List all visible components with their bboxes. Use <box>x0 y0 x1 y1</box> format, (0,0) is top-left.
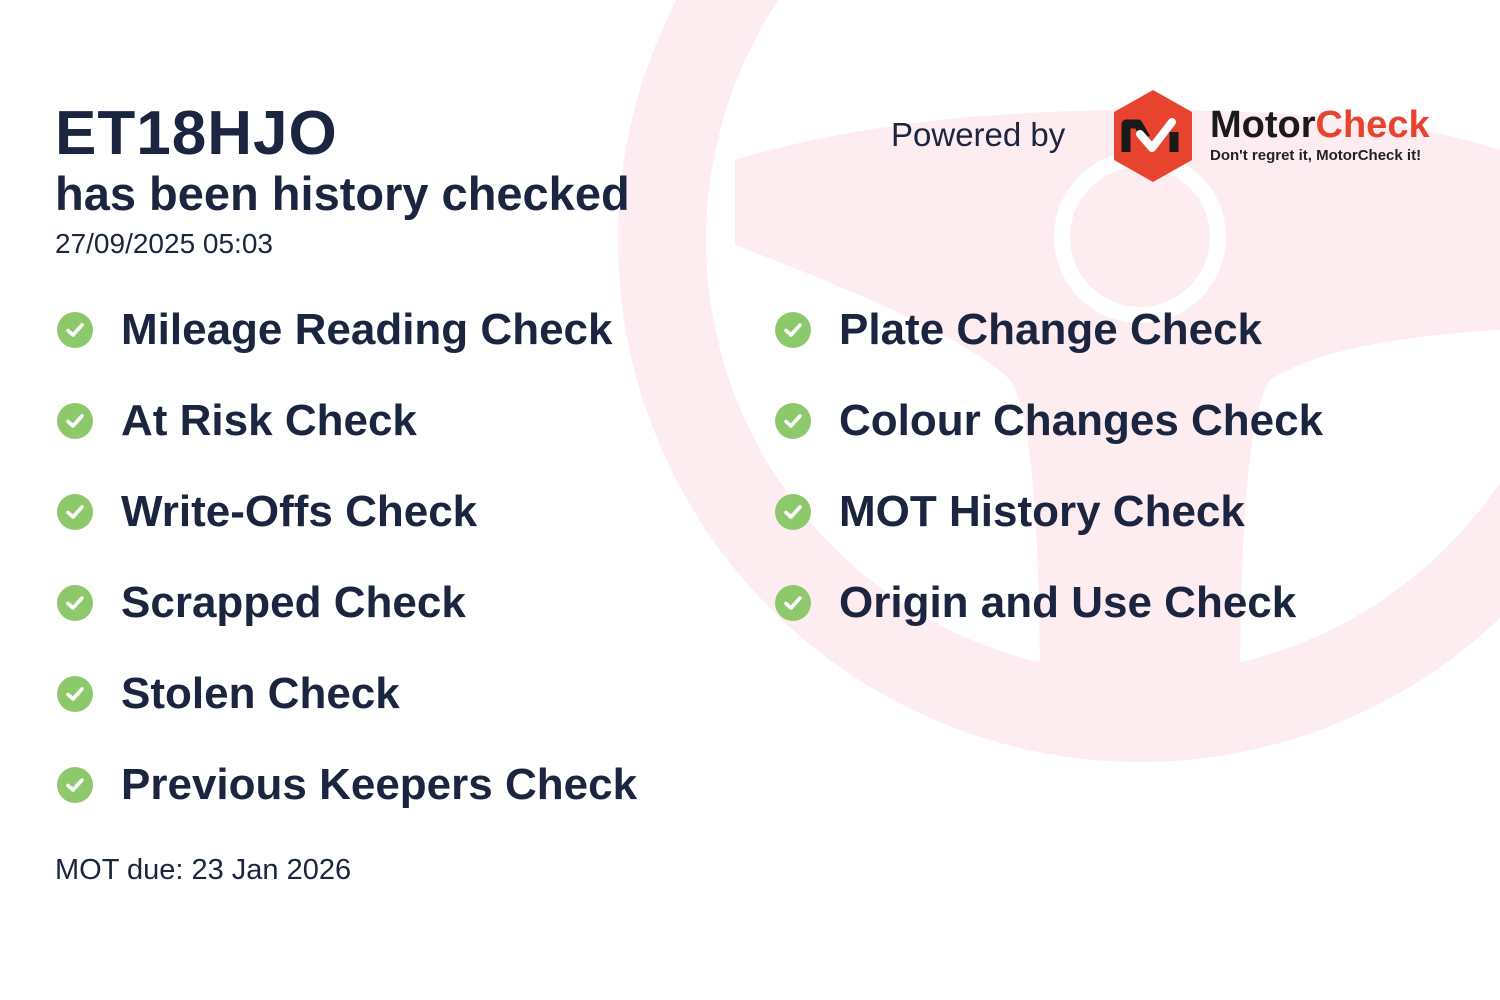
check-circle-icon <box>57 767 93 803</box>
brand-name: MotorCheck <box>1210 104 1430 147</box>
brand-check: Check <box>1315 104 1430 146</box>
check-circle-icon <box>775 312 811 348</box>
check-datetime: 27/09/2025 05:03 <box>55 228 273 259</box>
check-item: Stolen Check <box>57 664 400 724</box>
check-item: At Risk Check <box>57 391 417 451</box>
check-label: Colour Changes Check <box>839 396 1324 445</box>
check-circle-icon <box>775 494 811 530</box>
check-item: Previous Keepers Check <box>57 755 637 815</box>
subtitle: has been history checked <box>55 167 630 220</box>
check-label: Write-Offs Check <box>121 487 478 536</box>
check-label: Origin and Use Check <box>839 578 1297 627</box>
check-circle-icon <box>775 403 811 439</box>
check-item: Plate Change Check <box>775 300 1262 360</box>
check-item: Scrapped Check <box>57 573 466 633</box>
check-label: Stolen Check <box>121 669 400 718</box>
check-label: At Risk Check <box>121 396 417 445</box>
check-label: MOT History Check <box>839 487 1245 536</box>
brand-motor: Motor <box>1210 104 1316 146</box>
check-item: MOT History Check <box>775 482 1245 542</box>
check-circle-icon <box>57 676 93 712</box>
check-item: Colour Changes Check <box>775 391 1323 451</box>
mot-due: MOT due: 23 Jan 2026 <box>55 854 352 886</box>
check-circle-icon <box>775 585 811 621</box>
check-label: Plate Change Check <box>839 305 1263 354</box>
check-label: Mileage Reading Check <box>121 305 613 354</box>
motorcheck-logo-icon <box>1114 90 1192 182</box>
brand-tagline: Don't regret it, MotorCheck it! <box>1210 147 1422 164</box>
check-item: Write-Offs Check <box>57 482 477 542</box>
check-label: Scrapped Check <box>121 578 466 627</box>
check-circle-icon <box>57 494 93 530</box>
check-item: Mileage Reading Check <box>57 300 612 360</box>
check-circle-icon <box>57 585 93 621</box>
check-circle-icon <box>57 312 93 348</box>
check-circle-icon <box>57 403 93 439</box>
registration-plate: ET18HJO <box>55 99 338 168</box>
check-item: Origin and Use Check <box>775 573 1296 633</box>
check-label: Previous Keepers Check <box>121 760 638 809</box>
powered-by-label: Powered by <box>891 116 1066 153</box>
